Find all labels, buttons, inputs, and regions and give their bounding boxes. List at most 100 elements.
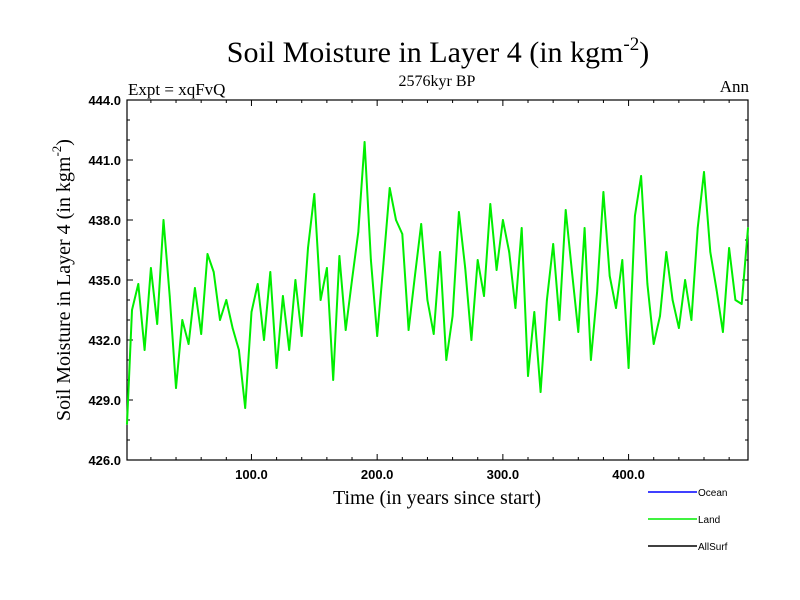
land-data-point: [545, 299, 548, 301]
y-axis-title: Soil Moisture in Layer 4 (in kgm-2): [49, 139, 75, 421]
land-data-point: [363, 141, 366, 143]
y-tick-label: 429.0: [88, 393, 121, 408]
land-data-point: [564, 209, 567, 211]
land-data-point: [275, 367, 278, 369]
land-data-point: [212, 271, 215, 273]
land-data-point: [476, 259, 479, 261]
land-data-point: [615, 307, 617, 309]
land-data-point: [728, 247, 731, 249]
land-data-point: [281, 295, 284, 297]
land-data-point: [181, 319, 184, 321]
land-data-point: [250, 311, 253, 313]
y-axis-title-superscript: -2: [49, 146, 64, 157]
land-data-point: [351, 279, 353, 281]
land-data-point: [388, 187, 391, 189]
land-data-point: [206, 253, 209, 255]
land-data-point: [652, 343, 655, 345]
land-data-point: [357, 231, 360, 233]
land-data-point: [703, 171, 705, 173]
legend-label-allsurf: AllSurf: [698, 542, 728, 553]
land-data-point: [747, 227, 749, 229]
land-data-point: [571, 271, 573, 273]
land-data-point: [533, 311, 536, 313]
land-data-point: [187, 343, 190, 345]
land-data-point: [338, 255, 341, 257]
y-tick-label: 426.0: [88, 453, 121, 468]
chart-title-main: Soil Moisture in Layer 4 (in kgm: [227, 36, 624, 69]
land-data-point: [137, 283, 140, 285]
land-data-point: [131, 309, 133, 311]
land-data-point: [633, 215, 636, 217]
experiment-label: Expt = xqFvQ: [128, 80, 225, 99]
land-data-point: [527, 375, 529, 377]
land-data-point: [175, 387, 177, 389]
land-data-point: [602, 191, 605, 193]
land-data-point: [470, 339, 473, 341]
land-data-point: [671, 299, 674, 301]
land-data-point: [325, 267, 328, 269]
land-data-point: [307, 247, 309, 249]
land-data-point: [219, 319, 221, 321]
land-data-point: [420, 223, 423, 225]
season-label: Ann: [720, 77, 750, 96]
land-data-point: [539, 391, 542, 393]
land-data-point: [382, 263, 385, 265]
land-data-point: [395, 219, 397, 221]
land-data-point: [294, 279, 297, 281]
land-data-point: [589, 359, 592, 361]
land-data-point: [715, 289, 718, 291]
land-data-point: [237, 349, 240, 351]
y-tick-label: 435.0: [88, 273, 121, 288]
land-data-point: [225, 299, 228, 301]
legend-label-ocean: Ocean: [698, 488, 727, 499]
land-data-point: [407, 329, 410, 331]
chart-title: Soil Moisture in Layer 4 (in kgm-2): [227, 34, 649, 69]
land-data-point: [596, 291, 599, 293]
land-data-point: [457, 211, 460, 213]
land-data-point: [244, 407, 247, 409]
land-data-point: [288, 349, 291, 351]
land-data-point: [583, 227, 586, 229]
land-data-point: [156, 323, 159, 325]
land-data-point: [721, 331, 724, 333]
chart-title-superscript: -2: [623, 34, 639, 55]
land-data-point: [501, 219, 504, 221]
x-tick-label: 200.0: [361, 467, 394, 482]
land-series-line: [126, 141, 749, 425]
land-data-point: [577, 331, 580, 333]
y-tick-label: 432.0: [88, 333, 121, 348]
land-data-point: [665, 251, 668, 253]
land-data-point: [263, 339, 265, 341]
land-data-point: [168, 295, 171, 297]
x-tick-label: 300.0: [487, 467, 520, 482]
land-data-point: [376, 335, 379, 337]
land-data-point: [684, 279, 687, 281]
x-axis-title: Time (in years since start): [333, 487, 541, 509]
land-data-point: [621, 259, 624, 261]
land-data-point: [256, 283, 259, 285]
land-data-point: [640, 175, 643, 177]
y-tick-label: 444.0: [88, 93, 121, 108]
land-data-point: [162, 219, 165, 221]
land-data-point: [413, 275, 416, 277]
land-data-point: [200, 333, 203, 335]
land-data-point: [439, 251, 441, 253]
land-data-point: [313, 193, 316, 195]
land-data-point: [677, 327, 680, 329]
land-data-point: [508, 251, 511, 253]
land-data-point: [432, 333, 435, 335]
land-data-point: [269, 271, 272, 273]
land-data-point: [231, 327, 234, 329]
land-data-point: [369, 259, 372, 261]
subtitle-period: 2576kyr BP: [399, 73, 476, 90]
land-data-point: [332, 379, 335, 381]
y-axis-title-close: ): [53, 139, 75, 146]
land-data-point: [143, 349, 146, 351]
y-axis: 426.0 429.0 432.0 435.0 438.0 441.0 444.0: [88, 93, 748, 468]
land-data-point: [514, 307, 517, 309]
land-data-point: [696, 227, 699, 229]
y-axis-title-main: Soil Moisture in Layer 4 (in kgm: [53, 156, 75, 421]
land-data-point: [690, 319, 693, 321]
land-data-point: [734, 299, 737, 301]
